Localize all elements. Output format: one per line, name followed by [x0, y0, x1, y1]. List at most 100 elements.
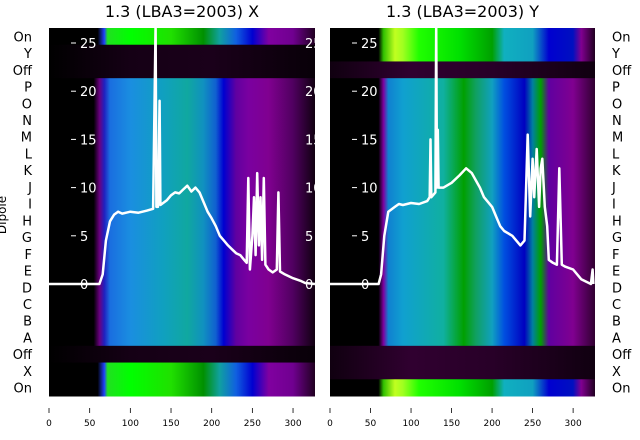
y-tick-label: 5	[361, 230, 369, 245]
x-tick-label: 150	[162, 419, 179, 429]
x-tick-label: 300	[284, 419, 301, 429]
row-band-d	[49, 278, 315, 297]
y-tick-label: 20	[361, 85, 378, 100]
row-label: X	[612, 365, 621, 380]
row-label: N	[612, 114, 622, 129]
y-tick-label: 0	[361, 278, 369, 293]
row-band-k	[49, 161, 315, 180]
row-band-f	[330, 245, 595, 263]
row-label: On	[612, 382, 630, 397]
row-band-on	[49, 379, 315, 397]
row-label: M	[21, 131, 32, 146]
row-label: Off	[612, 64, 632, 79]
row-band-h	[49, 212, 315, 230]
row-band-e	[49, 262, 315, 280]
row-label: M	[612, 131, 623, 146]
row-band-off	[330, 61, 595, 79]
row-label: P	[612, 81, 620, 96]
row-band-n	[49, 111, 315, 129]
y-tick-label: 10	[80, 182, 97, 197]
row-band-n	[330, 111, 595, 129]
row-band-x	[49, 362, 315, 380]
y-tick-label-right: 15	[305, 133, 322, 148]
y-axis-label: Dipole	[0, 196, 9, 234]
row-label: H	[612, 214, 622, 229]
y-tick-label: 15	[361, 133, 378, 148]
x-tick-label: 0	[46, 419, 52, 429]
row-label: A	[23, 331, 32, 346]
x-tick-label: 50	[365, 419, 377, 429]
row-band-g	[49, 228, 315, 246]
row-label: G	[22, 231, 32, 246]
row-label: I	[28, 198, 32, 213]
row-band-on	[49, 28, 315, 46]
y-tick-label: 5	[80, 230, 88, 245]
row-label: On	[14, 382, 32, 397]
panel-x: 0 0 5 5 10 10 15 15 20 20 25 25	[49, 28, 322, 397]
row-band-off	[49, 345, 315, 364]
y-tick-label: 15	[80, 133, 97, 148]
row-band-g	[330, 228, 595, 246]
row-label: Y	[611, 47, 620, 62]
row-band-p	[49, 78, 315, 96]
x-tick-label: 100	[402, 419, 419, 429]
row-label: C	[23, 298, 32, 313]
row-band-i	[49, 195, 315, 213]
row-band-off	[49, 61, 315, 79]
y-tick-label: 25	[80, 37, 97, 52]
y-tick-label-right: 0	[305, 278, 313, 293]
row-band-a	[330, 329, 595, 347]
x-tick-label: 250	[524, 419, 541, 429]
y-tick-label: 20	[80, 85, 97, 100]
row-band-d	[330, 278, 595, 297]
y-tick-label: 25	[361, 37, 378, 52]
y-tick-label-right: 25	[305, 37, 322, 52]
row-label: On	[14, 30, 32, 45]
row-label: Off	[612, 348, 632, 363]
row-label: K	[23, 164, 32, 179]
y-tick-label: 0	[80, 278, 88, 293]
row-band-y	[330, 44, 595, 62]
y-tick-label: 10	[361, 182, 378, 197]
row-band-a	[49, 329, 315, 347]
x-tick-label: 250	[244, 419, 261, 429]
row-band-p	[330, 78, 595, 96]
panel-y: 0 5 10 15 20 25	[330, 28, 595, 397]
x-tick-label: 300	[565, 419, 582, 429]
row-label: Off	[13, 64, 33, 79]
row-label: F	[25, 248, 32, 263]
row-label: Y	[23, 47, 32, 62]
y-tick-label-right: 10	[305, 182, 322, 197]
row-band-on	[330, 379, 595, 397]
row-band-off	[330, 345, 595, 364]
row-band-y	[49, 44, 315, 62]
row-label: I	[612, 198, 616, 213]
row-label: O	[612, 97, 622, 112]
y-tick-label-right: 5	[305, 230, 313, 245]
x-tick-label: 100	[122, 419, 139, 429]
row-band-b	[49, 312, 315, 330]
row-band-c	[330, 295, 595, 313]
x-tick-label: 200	[483, 419, 500, 429]
x-tick-label: 150	[443, 419, 460, 429]
x-tick-label: 200	[203, 419, 220, 429]
row-label: F	[612, 248, 619, 263]
chart-title: 1.3 (LBA3=2003) Y	[386, 2, 539, 21]
row-band-l	[49, 145, 315, 163]
row-band-o	[330, 94, 595, 113]
row-label: E	[24, 265, 32, 280]
row-label: J	[27, 181, 32, 196]
row-band-e	[330, 262, 595, 280]
row-band-on	[330, 28, 595, 46]
row-label: N	[22, 114, 32, 129]
row-band-b	[330, 312, 595, 330]
row-label: B	[23, 315, 32, 330]
row-label: Off	[13, 348, 33, 363]
chart-title: 1.3 (LBA3=2003) X	[105, 2, 259, 21]
row-label: G	[612, 231, 622, 246]
row-band-i	[330, 195, 595, 213]
row-label: D	[612, 281, 622, 296]
spectrum-line	[330, 28, 595, 286]
row-band-x	[330, 362, 595, 380]
